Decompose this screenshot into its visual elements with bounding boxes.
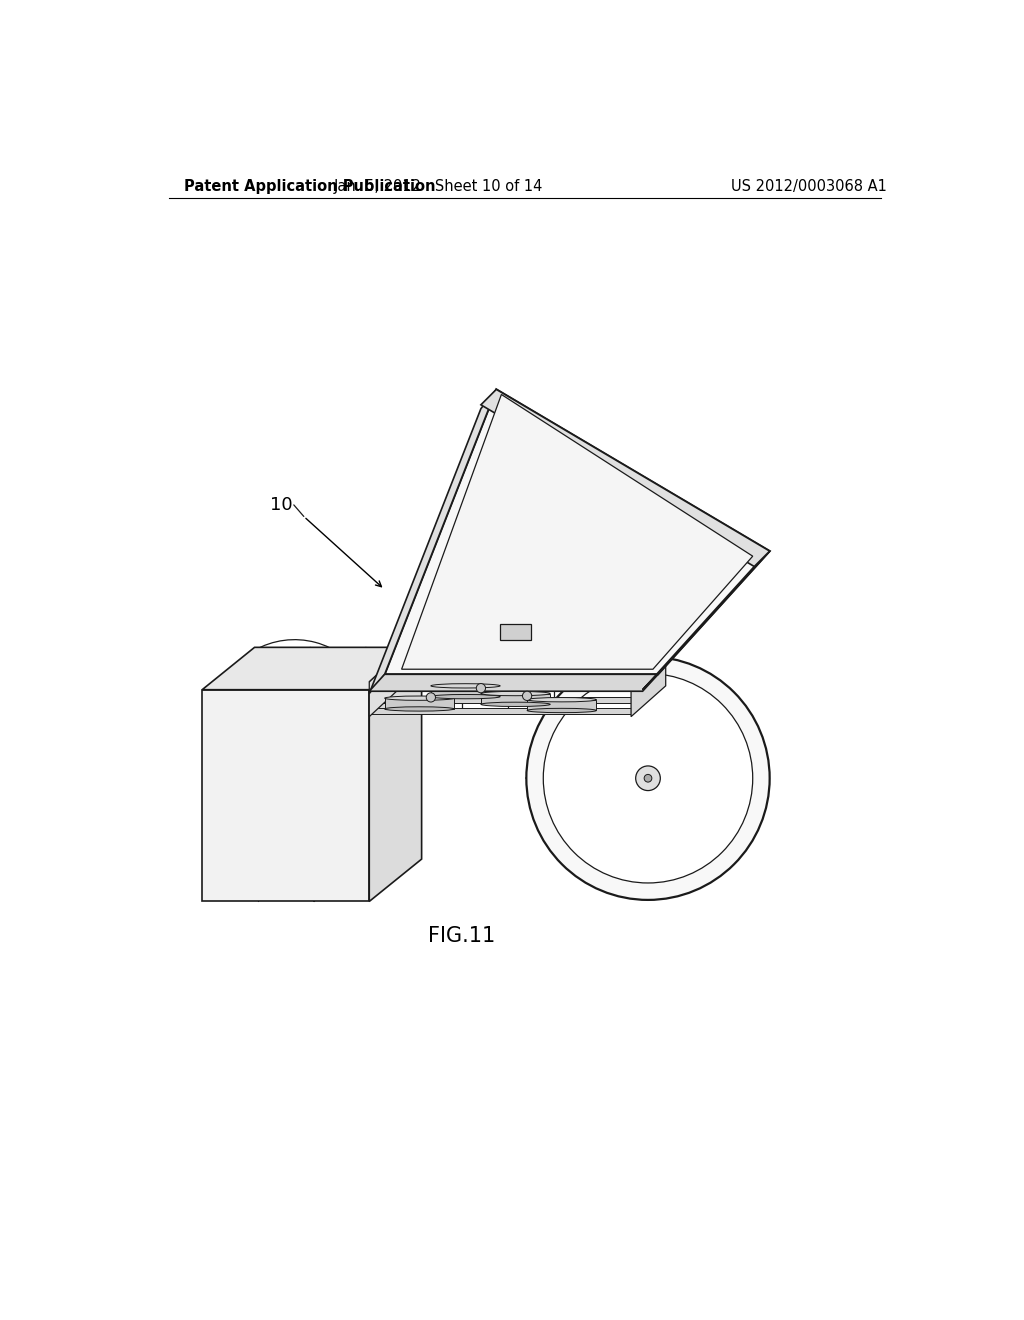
Ellipse shape <box>481 692 550 696</box>
Circle shape <box>426 693 435 702</box>
Text: US 2012/0003068 A1: US 2012/0003068 A1 <box>731 178 887 194</box>
Ellipse shape <box>481 702 550 706</box>
Polygon shape <box>631 651 666 717</box>
Ellipse shape <box>431 694 500 698</box>
Polygon shape <box>370 647 422 902</box>
Polygon shape <box>202 689 370 902</box>
Polygon shape <box>370 708 631 714</box>
Polygon shape <box>569 636 654 682</box>
Polygon shape <box>431 686 500 697</box>
Circle shape <box>287 713 302 729</box>
Text: FIG.11: FIG.11 <box>428 927 496 946</box>
Polygon shape <box>370 675 658 692</box>
Circle shape <box>522 692 531 701</box>
Polygon shape <box>500 624 531 640</box>
Polygon shape <box>385 698 454 709</box>
Polygon shape <box>527 700 596 710</box>
Polygon shape <box>370 389 497 693</box>
Ellipse shape <box>431 684 500 688</box>
Circle shape <box>636 766 660 791</box>
Circle shape <box>644 775 652 781</box>
Polygon shape <box>370 697 631 702</box>
Polygon shape <box>295 682 346 793</box>
Polygon shape <box>370 651 402 717</box>
Polygon shape <box>370 651 666 682</box>
Polygon shape <box>481 389 770 566</box>
Circle shape <box>544 673 753 883</box>
Ellipse shape <box>385 696 454 701</box>
Text: Patent Application Publication: Patent Application Publication <box>184 178 436 194</box>
Text: Jan. 5, 2012   Sheet 10 of 14: Jan. 5, 2012 Sheet 10 of 14 <box>334 178 544 194</box>
Polygon shape <box>643 552 770 689</box>
Polygon shape <box>401 395 753 669</box>
Ellipse shape <box>527 697 596 702</box>
Polygon shape <box>481 693 550 705</box>
Ellipse shape <box>385 706 454 711</box>
Ellipse shape <box>527 709 596 713</box>
Circle shape <box>476 684 485 693</box>
Polygon shape <box>202 647 422 689</box>
Text: 10: 10 <box>269 496 292 513</box>
Polygon shape <box>385 389 770 675</box>
Circle shape <box>526 656 770 900</box>
